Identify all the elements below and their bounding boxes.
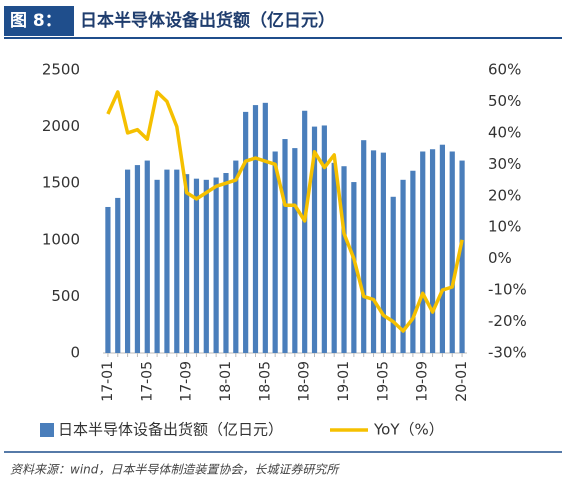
bar (439, 144, 446, 353)
bar (193, 178, 200, 353)
bar (292, 148, 298, 353)
source-note: 资料来源：wind，日本半导体制造装置协会，长城证券研究所 (10, 463, 340, 477)
bar (370, 150, 377, 353)
bar (203, 179, 209, 353)
y-tick-label: 500 (51, 287, 80, 305)
bar (144, 160, 150, 353)
bar (311, 126, 318, 353)
y2-tick-label: 50% (488, 92, 521, 110)
x-tick-label: 19-09 (415, 361, 431, 402)
bar (134, 165, 141, 353)
legend-label: YoY（%） (373, 421, 444, 439)
x-tick-label: 17-05 (139, 361, 155, 402)
bar (154, 179, 160, 353)
y-tick-label: 1000 (42, 230, 80, 248)
x-tick-label: 17-01 (100, 361, 116, 402)
bar (449, 151, 455, 353)
y2-tick-label: -10% (488, 281, 527, 299)
bar (410, 170, 416, 353)
bar (302, 110, 308, 353)
bar (115, 197, 121, 353)
x-tick-label: 19-05 (375, 361, 391, 402)
bar (459, 160, 465, 353)
bar (184, 174, 190, 353)
bar (243, 111, 249, 353)
bar (233, 160, 239, 353)
y-tick-label: 0 (70, 344, 80, 362)
x-tick-label: 18-09 (297, 361, 313, 402)
y2-tick-label: -30% (488, 344, 527, 362)
y2-tick-label: 20% (488, 186, 521, 204)
bar (420, 151, 426, 353)
bar (429, 149, 436, 353)
legend-swatch (40, 423, 54, 437)
yoy-line (106, 90, 464, 333)
bar (380, 152, 386, 353)
y2-tick-label: 10% (488, 218, 521, 236)
x-tick-label: 18-05 (257, 361, 273, 402)
y-tick-label: 2500 (42, 61, 80, 79)
bar (400, 179, 406, 353)
y2-tick-label: 30% (488, 155, 521, 173)
bar (124, 169, 131, 353)
bar (213, 177, 219, 353)
bar (174, 169, 180, 353)
bar (282, 139, 288, 353)
bar (262, 102, 268, 353)
bar (321, 125, 327, 353)
legend-label: 日本半导体设备出货额（亿日元） (58, 421, 283, 439)
bar (105, 206, 111, 353)
bar (164, 169, 170, 353)
figure-label: 图 8： (10, 11, 62, 31)
x-tick-label: 18-01 (218, 361, 234, 402)
bar (351, 182, 357, 353)
y2-tick-label: -20% (488, 312, 527, 330)
y-tick-label: 2000 (42, 117, 80, 135)
bar (223, 173, 229, 353)
figure-label-box (4, 6, 74, 36)
bar (390, 196, 396, 353)
x-tick-label: 20-01 (454, 361, 470, 402)
y2-tick-label: 0% (488, 249, 512, 267)
y-tick-label: 1500 (42, 174, 80, 192)
bar (341, 166, 347, 353)
bar (361, 140, 367, 353)
bar (272, 151, 278, 353)
bar (331, 162, 337, 353)
y2-tick-label: 60% (488, 61, 521, 79)
y2-tick-label: 40% (488, 123, 521, 141)
x-tick-label: 19-01 (336, 361, 352, 402)
chart-title: 日本半导体设备出货额（亿日元） (80, 10, 335, 31)
bar (252, 105, 259, 353)
x-tick-label: 17-09 (179, 361, 195, 402)
